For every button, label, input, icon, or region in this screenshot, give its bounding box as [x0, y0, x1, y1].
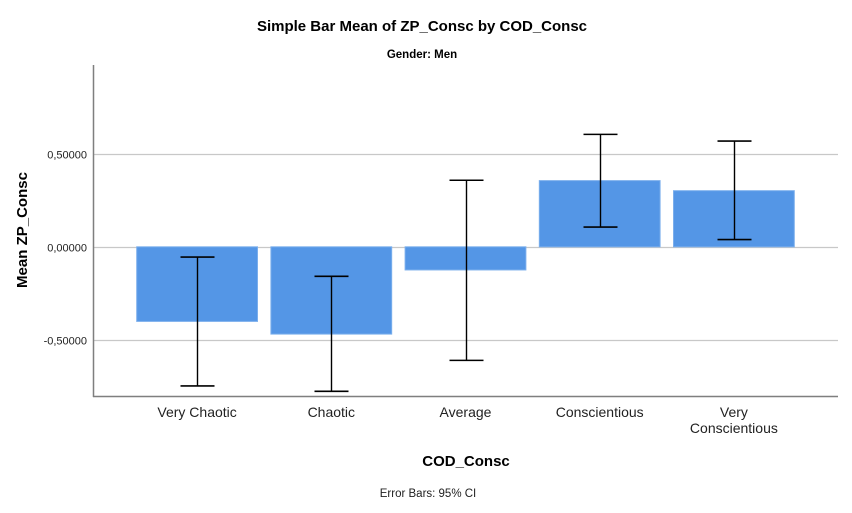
bars — [136, 180, 795, 335]
error-bar — [717, 140, 752, 241]
y-tick-label: -0,50000 — [44, 336, 87, 348]
chart-title: Simple Bar Mean of ZP_Consc by COD_Consc — [257, 18, 587, 35]
x-tick-labels: Very Chaotic Chaotic Average Conscientious V… — [157, 404, 777, 436]
y-tick-labels: -0,50000 0,00000 0,50000 — [44, 150, 87, 348]
error-bars-footnote: Error Bars: 95% CI — [380, 488, 477, 500]
x-tick-label: Conscientious — [556, 404, 644, 420]
y-tick-label: 0,00000 — [47, 243, 87, 255]
y-tick-label: 0,50000 — [47, 150, 87, 162]
error-bar — [314, 275, 349, 393]
error-bars — [180, 133, 752, 393]
bar — [404, 246, 527, 271]
chart-subtitle: Gender: Men — [387, 49, 457, 61]
x-tick-label: Chaotic — [308, 404, 355, 420]
bar — [538, 180, 661, 248]
x-axis-label: COD_Consc — [422, 453, 510, 470]
error-bar — [583, 133, 618, 228]
axes — [92, 65, 838, 398]
x-tick-label: Very Chaotic — [157, 404, 236, 420]
x-tick-label: Average — [440, 404, 492, 420]
error-bar — [180, 256, 215, 387]
y-axis-label: Mean ZP_Consc — [14, 172, 31, 288]
error-bar — [449, 179, 484, 362]
x-tick-label: Very Conscientious — [690, 404, 778, 436]
